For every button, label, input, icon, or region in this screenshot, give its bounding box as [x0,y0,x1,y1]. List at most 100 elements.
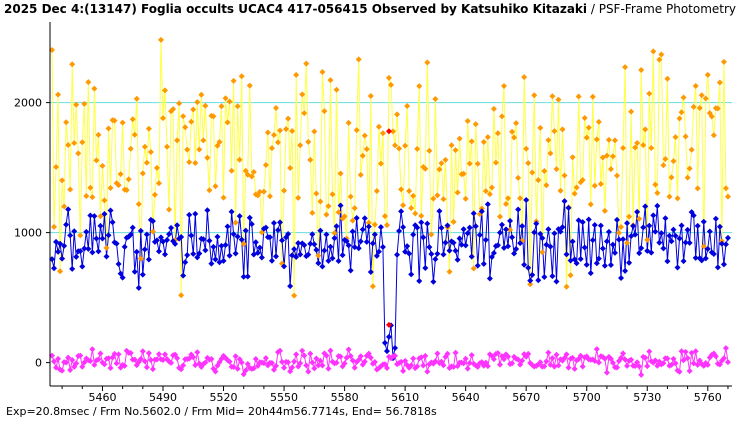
comparison-point [153,164,160,171]
comparison-point [658,51,665,58]
comparison-point [722,185,729,192]
target-point [178,233,185,240]
comparison-point [573,184,580,191]
background-point [543,358,550,365]
comparison-point [287,164,294,171]
target-point [295,240,302,247]
background-point [460,360,467,367]
comparison-point [634,140,641,147]
comparison-point [204,154,211,161]
background-point [101,361,108,368]
target-point [287,283,294,290]
background-point [65,354,72,361]
target-point [337,202,344,209]
target-point [587,270,594,277]
comparison-point [157,36,164,43]
target-point [214,233,221,240]
target-point [321,247,328,254]
comparison-point [595,118,602,125]
target-point [119,274,126,281]
comparison-point [75,150,82,157]
target-point [486,275,493,282]
target-point [420,234,427,241]
background-point [646,348,653,355]
target-point [204,207,211,214]
target-point [464,230,471,237]
comparison-point [85,79,92,86]
comparison-point [230,77,237,84]
target-point [248,221,255,228]
background-point [672,360,679,367]
target-point [547,243,554,250]
target-point [262,224,269,231]
background-point [664,355,671,362]
target-point [355,245,362,252]
target-point [507,217,514,224]
background-point [678,348,685,355]
background-point [549,355,556,362]
target-point [254,249,261,256]
target-point [539,235,546,242]
comparison-point [188,118,195,125]
comparison-point [646,90,653,97]
comparison-point [246,82,253,89]
comparison-point [357,171,364,178]
comparison-point [684,174,691,181]
target-point [133,248,140,255]
background-point [303,362,310,369]
target-point [652,228,659,235]
comparison-point [688,146,695,153]
comparison-point [569,154,576,161]
target-point [309,231,316,238]
comparison-point [591,182,598,189]
target-point [442,239,449,246]
target-point [385,333,392,340]
target-point [212,256,219,263]
chart-title: 2025 Dec 4:(13147) Foglia occults UCAC4 … [4,2,740,16]
target-point [101,210,108,217]
target-point [513,245,520,252]
target-point [379,244,386,251]
comparison-point [490,105,497,112]
background-point [107,364,114,371]
comparison-point [408,205,415,212]
comparison-point [323,211,330,218]
target-point [718,240,725,247]
target-point [115,260,122,267]
target-point [694,222,701,229]
target-point [559,224,566,231]
background-point [593,346,600,353]
comparison-point [347,193,354,200]
comparison-point [220,194,227,201]
target-point [244,273,251,280]
comparison-point [170,106,177,113]
background-point [579,363,586,370]
comparison-point [313,190,320,197]
target-point [220,257,227,264]
comparison-point [293,71,300,78]
target-point [482,236,489,243]
background-point [494,350,501,357]
background-point [351,364,358,371]
background-point [490,356,497,363]
target-point [230,231,237,238]
background-point [398,358,405,365]
title-event: (13147) Foglia occults UCAC4 417-056415 … [84,2,588,16]
target-point [436,208,443,215]
comparison-point [412,210,419,217]
background-point [603,369,610,376]
target-point [234,233,241,240]
comparison-point [603,152,610,159]
target-point [396,228,403,235]
target-point [277,219,284,226]
target-point [375,248,382,255]
comparison-point [424,59,431,66]
comparison-point [355,56,362,63]
comparison-point [65,142,72,149]
comparison-point [236,156,243,163]
target-point [285,230,292,237]
target-point [678,222,685,229]
comparison-point [434,192,441,199]
comparison-point [484,134,491,141]
background-point [55,355,62,362]
